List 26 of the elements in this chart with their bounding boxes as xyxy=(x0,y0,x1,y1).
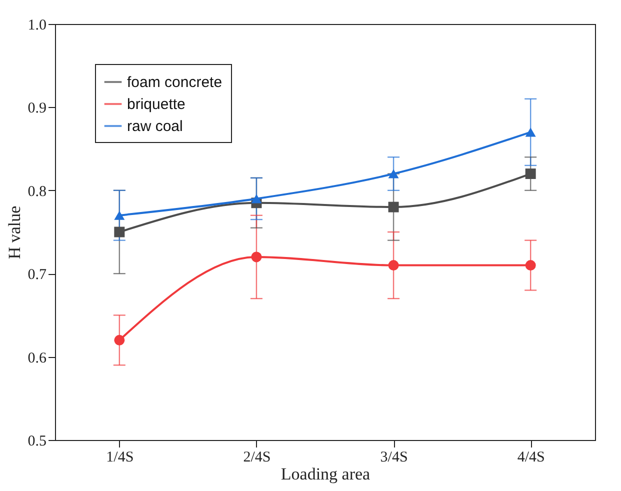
y-tick-label: 1.0 xyxy=(28,18,46,34)
x-tick-label: 1/4S xyxy=(106,450,134,466)
point xyxy=(114,334,125,346)
point xyxy=(251,252,262,262)
point xyxy=(114,226,125,238)
point xyxy=(388,202,399,212)
x-axis-title: Loading area xyxy=(280,464,371,484)
y-tick-label: 0.5 xyxy=(28,434,46,450)
point xyxy=(251,194,262,204)
point xyxy=(114,210,125,220)
point xyxy=(525,128,536,137)
x-tick-label: 2/4S xyxy=(243,450,271,466)
legend-label: briquette xyxy=(127,96,186,113)
point xyxy=(525,260,536,271)
y-tick-label: 0.9 xyxy=(28,100,46,117)
legend-label: foam concrete xyxy=(127,74,222,91)
point xyxy=(525,168,536,180)
y-tick-label: 0.8 xyxy=(28,184,46,200)
y-axis-title: H value xyxy=(4,206,24,260)
legend-label: raw coal xyxy=(127,118,183,135)
point xyxy=(388,260,399,271)
x-tick-label: 4/4S xyxy=(517,450,545,466)
y-tick-label: 0.6 xyxy=(28,350,47,366)
y-tick-label: 0.7 xyxy=(28,267,47,284)
x-tick-label: 3/4S xyxy=(380,450,408,466)
point xyxy=(388,169,399,178)
